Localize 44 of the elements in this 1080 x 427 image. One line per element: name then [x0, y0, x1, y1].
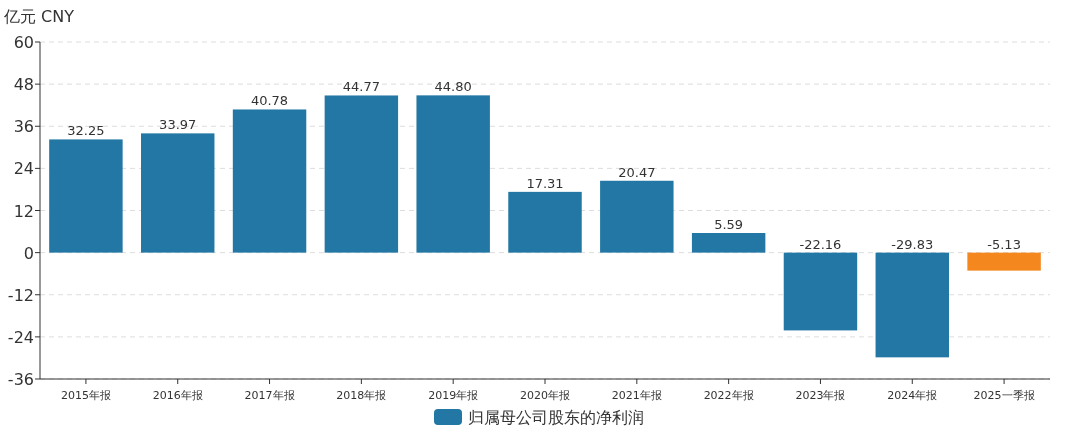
data-label: -22.16	[799, 236, 842, 252]
y-tick-label: 48	[13, 75, 34, 95]
x-tick-label: 2023年报	[795, 389, 846, 402]
x-tick-label: 2016年报	[152, 389, 203, 402]
legend-label: 归属母公司股东的净利润	[468, 408, 644, 427]
x-tick-label: 2019年报	[428, 389, 479, 402]
x-tick-label: 2021年报	[611, 389, 662, 402]
bar	[141, 133, 215, 253]
data-label: 32.25	[67, 123, 105, 139]
bar	[324, 95, 399, 253]
bar	[508, 191, 582, 253]
y-tick-label: 0	[23, 243, 34, 263]
data-label: 44.80	[434, 79, 472, 95]
y-tick-label: -12	[7, 285, 34, 305]
bar	[49, 139, 123, 253]
data-label: 17.31	[526, 175, 564, 191]
bar	[875, 252, 949, 358]
y-tick-label: -24	[7, 327, 34, 347]
data-label: 40.78	[250, 93, 289, 109]
bar	[232, 109, 307, 253]
x-tick-label: 2024年报	[887, 389, 938, 402]
y-tick-label: 12	[13, 201, 34, 221]
y-tick-label: 60	[13, 33, 34, 52]
bar	[416, 95, 490, 253]
data-label: 33.97	[159, 117, 197, 133]
data-label: 44.77	[342, 79, 380, 95]
data-label: -29.83	[891, 236, 934, 252]
bar	[600, 180, 674, 253]
y-tick-label: 36	[13, 117, 34, 137]
x-tick-label: 2017年报	[244, 389, 295, 402]
x-tick-label: 2020年报	[520, 389, 570, 402]
bar	[691, 233, 766, 253]
x-tick-label: 2022年报	[703, 389, 754, 402]
bar	[967, 252, 1041, 271]
x-tick-label: 2025一季报	[973, 389, 1035, 402]
x-tick-label: 2018年报	[336, 389, 387, 402]
data-label: 20.47	[618, 164, 656, 180]
x-tick-label: 2015年报	[60, 389, 111, 402]
bar	[783, 252, 858, 331]
data-label: 5.59	[714, 217, 744, 232]
y-axis-title: 亿元 CNY	[3, 7, 75, 26]
data-label: -5.13	[987, 236, 1021, 252]
y-tick-label: -36	[7, 370, 34, 389]
y-tick-label: 24	[13, 159, 34, 179]
